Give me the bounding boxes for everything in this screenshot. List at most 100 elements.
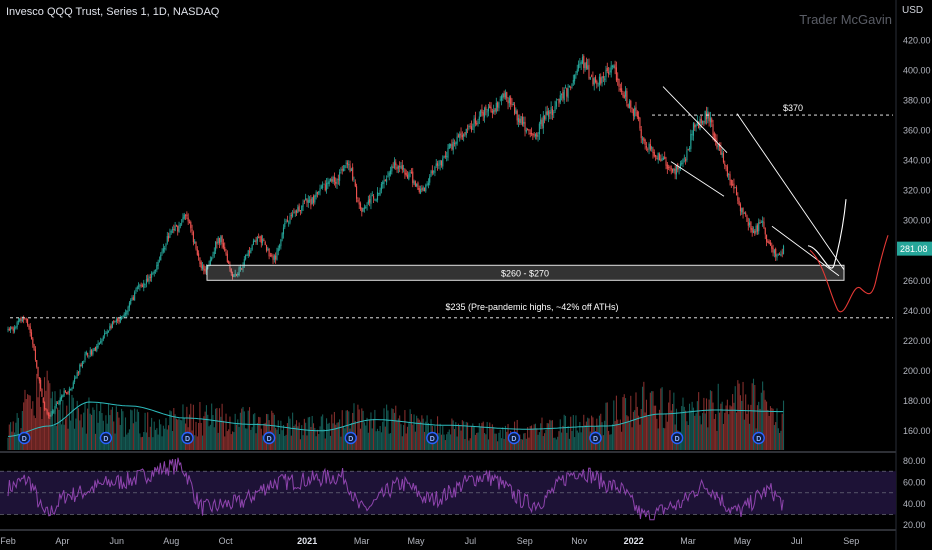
candle-body — [481, 109, 483, 113]
volume-bar — [743, 419, 745, 450]
candle-body — [256, 237, 258, 242]
candle-body — [529, 132, 531, 135]
candle-body — [772, 247, 774, 253]
earnings-marker — [507, 431, 521, 445]
volume-bar — [735, 412, 738, 450]
candle-body — [263, 239, 265, 242]
volume-bar — [228, 429, 230, 450]
volume-bar — [271, 410, 273, 450]
candle-body — [401, 165, 403, 171]
volume-bar — [62, 399, 64, 450]
candle-body — [472, 128, 474, 130]
volume-bar — [63, 424, 65, 450]
volume-bar — [356, 435, 358, 450]
volume-bar — [549, 419, 551, 450]
candle-body — [349, 165, 351, 172]
candle-body — [602, 76, 604, 79]
volume-bar — [746, 413, 748, 450]
candle-body — [534, 134, 537, 137]
candle-body — [537, 135, 539, 137]
volume-bar — [213, 427, 215, 450]
volume-bar — [41, 419, 43, 450]
volume-bar — [683, 406, 685, 450]
candle-body — [653, 152, 655, 157]
volume-bar — [463, 421, 465, 450]
candle-body — [661, 158, 663, 161]
candle-body — [16, 322, 18, 328]
volume-bar — [311, 415, 313, 450]
volume-bar — [365, 425, 367, 450]
candle-body — [717, 145, 719, 147]
volume-bar — [198, 422, 200, 450]
volume-bar — [169, 410, 171, 450]
candle-body — [493, 110, 495, 113]
candle-body — [713, 133, 715, 140]
candle-body — [220, 236, 222, 243]
candle-body — [589, 77, 591, 80]
volume-bar — [544, 433, 546, 450]
projection-path-down — [809, 235, 889, 313]
volume-bar — [331, 414, 333, 450]
candle-body — [762, 221, 764, 223]
volume-bar — [469, 438, 471, 450]
candle-body — [124, 313, 127, 315]
candle-body — [40, 379, 42, 389]
candle-body — [755, 225, 757, 233]
volume-bar — [97, 422, 99, 450]
volume-bar — [141, 436, 144, 450]
candle-body — [541, 119, 543, 127]
volume-bar — [75, 418, 77, 450]
volume-bar — [438, 433, 440, 450]
candle-body — [29, 326, 31, 333]
candle-body — [204, 269, 206, 272]
candle-body — [319, 188, 321, 192]
annotations: $370 $260 - $270 $235 (Pre-pandemic highs,… — [10, 86, 893, 319]
volume-bar — [34, 418, 36, 450]
candle-body — [110, 325, 112, 329]
candle-body — [771, 245, 773, 249]
volume-bar — [546, 423, 548, 450]
volume-bar — [591, 415, 593, 450]
volume-bar — [440, 434, 443, 450]
candle-body — [323, 183, 325, 185]
candle-body — [192, 232, 194, 243]
earnings-marker — [670, 431, 684, 445]
candle-body — [640, 129, 642, 139]
volume-bar — [242, 406, 244, 450]
candle-body — [276, 251, 278, 260]
volume-bar — [621, 431, 623, 450]
candle-body — [178, 224, 180, 233]
candle-body — [745, 212, 747, 215]
volume-bar — [439, 423, 441, 450]
candle-body — [610, 65, 612, 73]
volume-bar — [38, 378, 40, 450]
volume-bar — [410, 413, 412, 450]
candle-body — [229, 264, 231, 269]
candle-body — [105, 332, 107, 334]
candle-body — [463, 134, 465, 137]
volume-bar — [724, 412, 726, 450]
volume-bar — [571, 431, 573, 450]
candle-body — [704, 110, 706, 124]
volume-bar — [776, 408, 778, 450]
candle-body — [474, 117, 476, 124]
candle-body — [632, 108, 634, 116]
volume-bar — [666, 421, 668, 450]
candle-body — [562, 92, 564, 99]
candle-body — [504, 92, 506, 98]
volume-bar — [91, 414, 93, 450]
volume-bar — [282, 424, 285, 450]
candle-body — [608, 72, 610, 74]
candle-body — [203, 264, 205, 271]
volume-bar — [474, 434, 476, 450]
volume-bar — [416, 415, 418, 450]
volume-bar — [397, 418, 399, 450]
candle-body — [369, 199, 371, 203]
candle-body — [644, 139, 646, 146]
volume-bar — [348, 411, 350, 450]
candle-body — [448, 144, 450, 149]
volume-bar — [208, 426, 210, 450]
volume-bar — [541, 417, 543, 450]
